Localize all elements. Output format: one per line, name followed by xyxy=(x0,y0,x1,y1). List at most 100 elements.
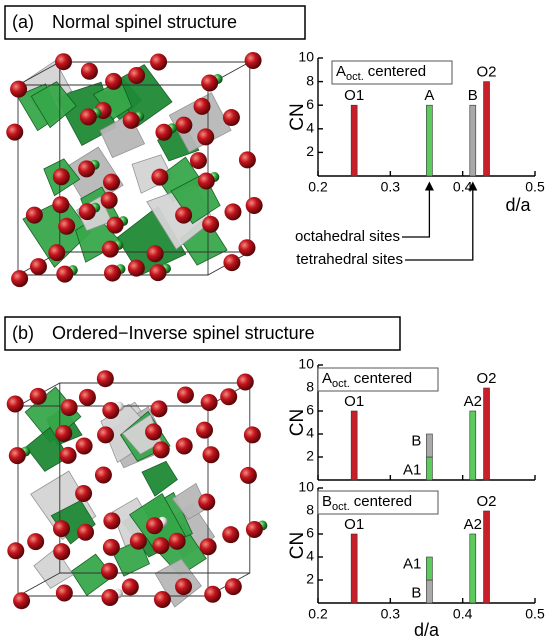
oxygen xyxy=(97,426,114,443)
y-axis-label: CN xyxy=(287,409,308,436)
bar xyxy=(351,105,357,176)
oxygen xyxy=(97,370,114,387)
annotation-part: A xyxy=(322,370,332,387)
oxygen xyxy=(123,112,140,129)
oxygen xyxy=(220,388,237,405)
oxygen xyxy=(128,260,145,277)
oxygen xyxy=(197,128,214,145)
y-tick-label: 8 xyxy=(306,502,314,518)
oxygen xyxy=(76,437,93,454)
x-tick-label: 0.3 xyxy=(381,606,401,622)
annotation-part: oct. xyxy=(332,378,350,390)
oxygen xyxy=(190,152,207,169)
x-axis-label: d/a xyxy=(505,195,531,215)
y-tick-label: 8 xyxy=(306,379,314,395)
bar-label: A2 xyxy=(464,393,482,410)
oxygen xyxy=(169,533,186,550)
oxygen xyxy=(78,160,95,177)
oxygen xyxy=(246,521,263,538)
bar xyxy=(484,388,490,480)
oxygen xyxy=(13,592,30,609)
crystal-structure xyxy=(6,52,262,287)
oxygen xyxy=(52,196,69,213)
arrow-label: octahedral sites xyxy=(295,228,400,245)
oxygen xyxy=(223,109,240,126)
oxygen xyxy=(177,387,194,404)
oxygen xyxy=(149,264,166,281)
oxygen xyxy=(198,172,215,189)
oxygen xyxy=(237,374,254,391)
bar-label: O2 xyxy=(477,493,497,510)
oxygen xyxy=(55,425,72,442)
oxygen xyxy=(122,578,139,595)
oxygen xyxy=(176,438,193,455)
annotation-part: A xyxy=(336,63,346,80)
oxygen xyxy=(198,493,215,510)
oxygen xyxy=(53,543,70,560)
oxygen xyxy=(175,578,192,595)
oxygen xyxy=(223,254,240,271)
oxygen xyxy=(225,578,242,595)
y-tick-label: 8 xyxy=(306,72,314,88)
oxygen xyxy=(102,402,119,419)
oxygen xyxy=(104,265,121,282)
bar-label: O2 xyxy=(477,370,497,387)
oxygen xyxy=(224,203,241,220)
x-tick-label: 0.2 xyxy=(308,606,328,622)
bar-label: A2 xyxy=(464,516,482,533)
oxygen xyxy=(56,266,73,283)
oxygen xyxy=(56,584,73,601)
oxygen xyxy=(75,485,92,502)
oxygen xyxy=(239,151,256,168)
oxygen xyxy=(80,108,97,125)
crystal-structure xyxy=(7,370,268,609)
oxygen xyxy=(101,563,118,580)
bar xyxy=(470,105,476,176)
x-tick-label: 0.4 xyxy=(453,606,473,622)
y-tick-label: 10 xyxy=(298,356,314,372)
bar xyxy=(484,82,490,176)
arrow xyxy=(402,186,429,237)
oxygen xyxy=(201,394,218,411)
oxygen xyxy=(6,124,23,141)
oxygen xyxy=(130,533,147,550)
bar-label: O1 xyxy=(344,516,364,533)
y-tick-label: 2 xyxy=(306,448,314,464)
oxygen xyxy=(61,399,78,416)
bar-label: B xyxy=(411,432,421,449)
bar-label: A1 xyxy=(403,461,421,478)
oxygen xyxy=(9,447,26,464)
oxygen xyxy=(175,117,192,134)
oxygen xyxy=(7,395,24,412)
oxygen xyxy=(95,466,112,483)
oxygen xyxy=(48,244,65,261)
oxygen xyxy=(238,239,255,256)
oxygen xyxy=(200,538,217,555)
oxygen xyxy=(150,400,167,417)
oxygen xyxy=(53,168,70,185)
oxygen xyxy=(26,207,43,224)
bar xyxy=(351,534,357,603)
bar xyxy=(426,557,432,580)
oxygen xyxy=(202,446,219,463)
oxygen xyxy=(201,74,218,91)
oxygen xyxy=(107,217,124,234)
annotation-part: centered xyxy=(354,493,412,510)
oxygen xyxy=(77,524,94,541)
oxygen xyxy=(240,467,257,484)
panel-label: (a) xyxy=(12,12,34,32)
y-tick-label: 10 xyxy=(298,49,314,65)
arrow-label: tetrahedral sites xyxy=(296,251,403,268)
oxygen xyxy=(7,542,24,559)
x-tick-label: 0.4 xyxy=(453,179,473,195)
bar-label: B xyxy=(411,584,421,601)
y-axis-label: CN xyxy=(287,532,308,559)
oxygen xyxy=(222,526,239,543)
oxygen xyxy=(11,270,28,287)
oxygen xyxy=(204,586,221,603)
oxygen xyxy=(103,539,120,556)
oxygen xyxy=(27,533,44,550)
y-tick-label: 10 xyxy=(298,479,314,495)
bar xyxy=(426,457,432,480)
bar-label: O1 xyxy=(344,393,364,410)
